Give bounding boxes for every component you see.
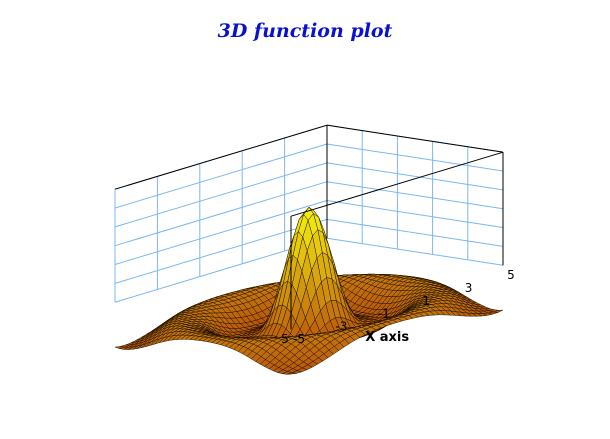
- x-tick-label: -5: [293, 332, 305, 346]
- surface-mesh: [114, 206, 504, 375]
- chart-title: 3D function plot: [217, 20, 393, 42]
- x-axis-ticks: -5 -3 -1 1 3 5: [293, 268, 515, 346]
- x-tick-label: 1: [422, 294, 430, 308]
- axes-box-front: [290, 151, 504, 330]
- x-tick-label: 3: [465, 281, 473, 295]
- surface-patch: [286, 372, 297, 375]
- x-axis-label: X axis: [365, 330, 409, 345]
- y-axis-tick-label: 5: [281, 332, 289, 346]
- x-tick-label: -1: [378, 307, 390, 321]
- x-tick-label: 5: [507, 268, 515, 282]
- x-tick-label: -3: [335, 319, 347, 333]
- axes-box-back: [114, 124, 504, 266]
